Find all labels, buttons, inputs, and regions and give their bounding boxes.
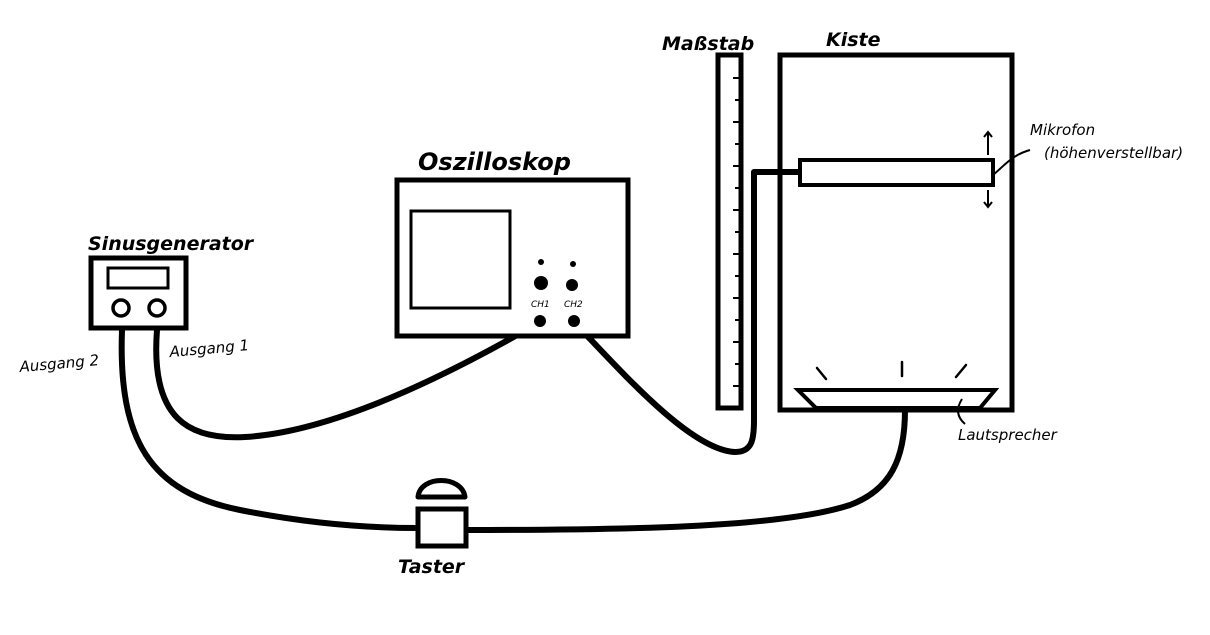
sinusgenerator-display <box>106 266 170 290</box>
massstab: Maßstab <box>662 33 754 411</box>
lautsprecher-leader-line <box>957 398 966 425</box>
ch1-label: CH1 <box>531 300 550 310</box>
ausgang-1-label: Ausgang 1 <box>168 336 250 361</box>
taster: Taster <box>398 478 469 578</box>
lautsprecher-label: Lautsprecher <box>958 426 1058 444</box>
mikrofon-leader-line <box>992 149 1031 176</box>
ausgang-2-knob <box>111 298 131 318</box>
ausgang-1-knob <box>147 298 167 318</box>
ch1-knob <box>534 276 548 290</box>
cable-ausgang1-ch1 <box>153 319 543 441</box>
ausgang-2-label: Ausgang 2 <box>18 351 100 376</box>
ch2-label: CH2 <box>564 300 583 310</box>
oszilloskop: CH1 CH2 Oszilloskop <box>394 148 631 339</box>
ch2-dot <box>570 261 576 267</box>
height-adjust-arrows <box>983 130 993 209</box>
ch1-dot <box>538 259 544 265</box>
sinusgenerator-label: Sinusgenerator <box>88 233 255 255</box>
sound-marks <box>815 360 968 381</box>
oszilloskop-screen <box>409 209 512 310</box>
cable-taster-lautsprecher <box>463 407 908 533</box>
ch1-port <box>534 315 546 327</box>
mikrofon-body <box>798 158 995 187</box>
cable-ch2-mikrofon <box>571 169 803 455</box>
taster-body <box>415 506 469 549</box>
cable-ausgang2-taster <box>118 327 421 531</box>
taster-label: Taster <box>398 556 466 578</box>
massstab-label: Maßstab <box>662 33 754 55</box>
cables <box>118 169 908 533</box>
ch2-knob <box>566 279 578 291</box>
kiste-label: Kiste <box>826 29 881 51</box>
taster-cap <box>415 478 468 500</box>
lautsprecher-body <box>793 388 1000 410</box>
sinusgenerator: Sinusgenerator Ausgang 1 Ausgang 2 <box>18 233 255 376</box>
massstab-ticks <box>733 77 741 387</box>
kiste: Kiste Mikrofon (höhenverstellbar) Lautsp… <box>777 29 1183 444</box>
mikrofon-note: (höhenverstellbar) <box>1044 144 1183 162</box>
kiste-box <box>777 52 1015 413</box>
ch2-port <box>568 315 580 327</box>
oszilloskop-label: Oszilloskop <box>418 148 571 176</box>
mikrofon-label: Mikrofon <box>1030 121 1095 139</box>
